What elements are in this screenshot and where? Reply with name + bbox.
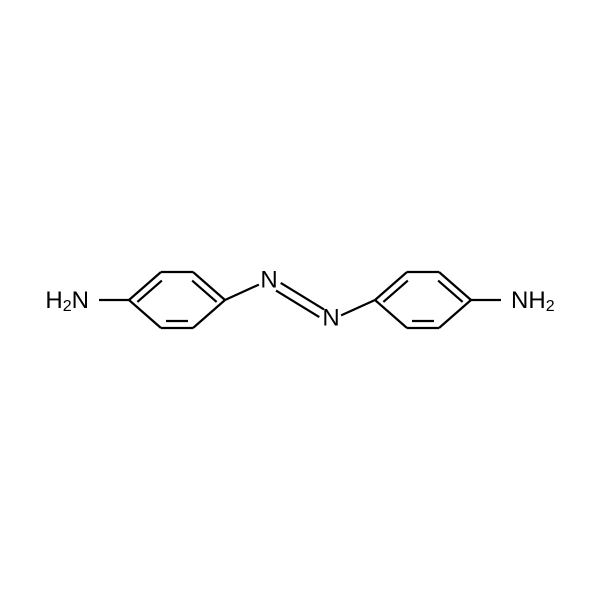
right-amino-label: NH2 xyxy=(511,287,555,315)
azo-n-right-label: N xyxy=(322,304,339,331)
left-amino-label: H2N xyxy=(45,287,89,315)
molecule-diagram: H2N NH2 N N xyxy=(0,0,600,600)
azo-n-left-label: N xyxy=(260,266,277,293)
